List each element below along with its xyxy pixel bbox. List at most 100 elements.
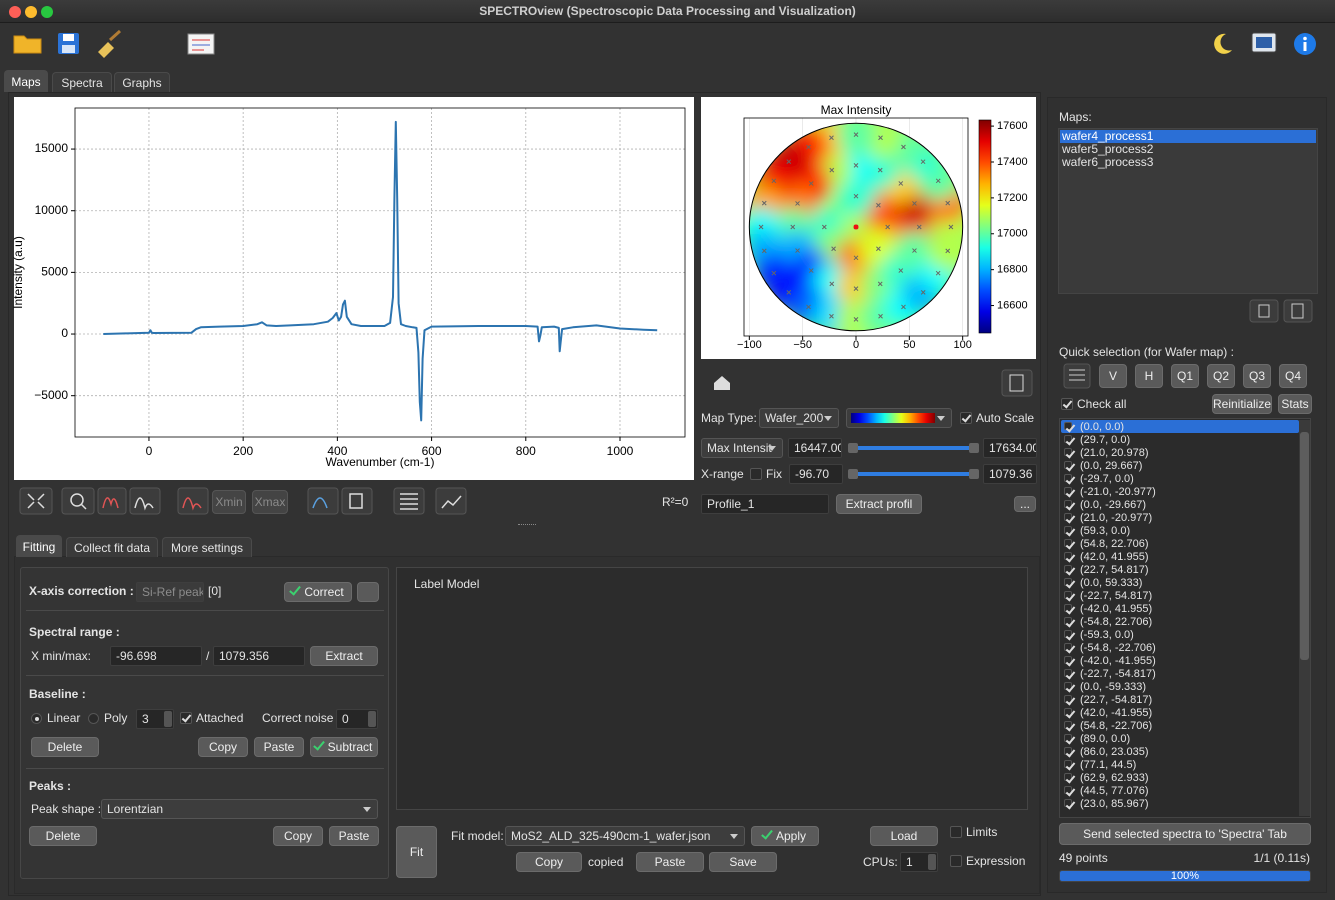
button[interactable]: Delete bbox=[29, 826, 97, 846]
button[interactable]: Stats bbox=[1278, 394, 1312, 414]
checkbox[interactable] bbox=[950, 826, 962, 838]
input[interactable]: 17634.00 bbox=[983, 438, 1037, 458]
spin-arrows[interactable] bbox=[928, 854, 936, 870]
input[interactable]: Profile_1 bbox=[701, 494, 829, 514]
point-check[interactable] bbox=[1064, 422, 1072, 430]
input[interactable]: -96.70 bbox=[789, 464, 843, 484]
point-check[interactable] bbox=[1064, 773, 1072, 781]
point-check[interactable] bbox=[1064, 526, 1072, 534]
checkbox[interactable] bbox=[180, 712, 192, 724]
clear-icon[interactable] bbox=[98, 31, 120, 58]
point-check[interactable] bbox=[1064, 513, 1072, 521]
point-check[interactable] bbox=[1064, 552, 1072, 560]
checkbox[interactable] bbox=[750, 468, 762, 480]
report-icon[interactable] bbox=[188, 34, 214, 54]
point-check[interactable] bbox=[1064, 487, 1072, 495]
point-check[interactable] bbox=[1064, 682, 1072, 690]
combo-box[interactable]: MoS2_ALD_325-490cm-1_wafer.json bbox=[505, 826, 745, 846]
button[interactable]: Reinitialize bbox=[1212, 394, 1272, 414]
point-check[interactable] bbox=[1064, 630, 1072, 638]
button[interactable]: ... bbox=[1014, 496, 1036, 512]
slider[interactable] bbox=[848, 469, 979, 479]
input[interactable]: 1079.36 bbox=[983, 464, 1037, 484]
button[interactable]: Paste bbox=[329, 826, 379, 846]
button[interactable]: Q3 bbox=[1243, 364, 1271, 388]
input[interactable]: -96.698 bbox=[110, 646, 202, 666]
point-check[interactable] bbox=[1064, 500, 1072, 508]
combo-box[interactable]: Lorentzian bbox=[101, 799, 378, 819]
undo-button[interactable] bbox=[357, 582, 379, 602]
radio[interactable] bbox=[88, 713, 99, 724]
colormap-combo[interactable] bbox=[846, 408, 952, 428]
button[interactable]: Xmin bbox=[212, 490, 246, 514]
radio[interactable] bbox=[31, 713, 42, 724]
point-check[interactable] bbox=[1064, 643, 1072, 651]
button[interactable]: Send selected spectra to 'Spectra' Tab bbox=[1059, 823, 1311, 845]
tab[interactable]: More settings bbox=[162, 537, 252, 557]
tab[interactable]: Spectra bbox=[52, 72, 112, 92]
checkbox[interactable] bbox=[950, 855, 962, 867]
open-icon[interactable] bbox=[14, 36, 41, 53]
slider[interactable] bbox=[848, 443, 979, 453]
point-check[interactable] bbox=[1064, 591, 1072, 599]
input[interactable]: 1079.356 bbox=[213, 646, 305, 666]
point-check[interactable] bbox=[1064, 539, 1072, 547]
tab[interactable]: Collect fit data bbox=[66, 537, 158, 557]
button[interactable]: Fit bbox=[396, 826, 437, 878]
button[interactable]: Q4 bbox=[1279, 364, 1307, 388]
info-icon[interactable] bbox=[1294, 33, 1316, 55]
button[interactable]: Copy bbox=[273, 826, 323, 846]
button[interactable]: Copy bbox=[516, 852, 582, 872]
point-check[interactable] bbox=[1064, 656, 1072, 664]
point-check[interactable] bbox=[1064, 721, 1072, 729]
checkbox[interactable] bbox=[960, 412, 972, 424]
point-check[interactable] bbox=[1064, 617, 1072, 625]
button[interactable]: V bbox=[1099, 364, 1127, 388]
save-icon[interactable] bbox=[58, 33, 79, 54]
input[interactable]: Si-Ref peak bbox=[136, 582, 204, 602]
button[interactable]: Subtract bbox=[310, 737, 378, 757]
button[interactable]: Apply bbox=[751, 826, 819, 846]
combo-box[interactable]: Max Intensit bbox=[701, 438, 783, 458]
button[interactable]: Save bbox=[709, 852, 777, 872]
spin-arrows[interactable] bbox=[164, 711, 172, 727]
about-icon[interactable] bbox=[1252, 33, 1276, 52]
button[interactable]: Load bbox=[870, 826, 938, 846]
point-check[interactable] bbox=[1064, 565, 1072, 573]
button[interactable]: Correct bbox=[284, 582, 352, 602]
button[interactable]: H bbox=[1135, 364, 1163, 388]
point-check[interactable] bbox=[1064, 474, 1072, 482]
input[interactable]: 16447.00 bbox=[788, 438, 842, 458]
point-check[interactable] bbox=[1064, 760, 1072, 768]
point-check[interactable] bbox=[1064, 734, 1072, 742]
point-check[interactable] bbox=[1064, 578, 1072, 586]
point-check[interactable] bbox=[1064, 708, 1072, 716]
button[interactable]: Paste bbox=[636, 852, 704, 872]
point-check[interactable] bbox=[1064, 799, 1072, 807]
point-check[interactable] bbox=[1064, 435, 1072, 443]
point-check[interactable] bbox=[1064, 448, 1072, 456]
tab[interactable]: Maps bbox=[4, 70, 48, 92]
point-check[interactable] bbox=[1064, 461, 1072, 469]
spin-arrows[interactable] bbox=[368, 711, 376, 727]
combo-box[interactable]: Wafer_200 bbox=[759, 408, 839, 428]
point-check[interactable] bbox=[1064, 695, 1072, 703]
button[interactable]: Q2 bbox=[1207, 364, 1235, 388]
button[interactable]: Delete bbox=[31, 737, 99, 757]
home-icon[interactable] bbox=[714, 376, 730, 390]
theme-icon[interactable] bbox=[1214, 34, 1232, 54]
point-check[interactable] bbox=[1064, 604, 1072, 612]
point-check[interactable] bbox=[1064, 786, 1072, 794]
point-check[interactable] bbox=[1064, 669, 1072, 677]
tab[interactable]: Fitting bbox=[16, 535, 62, 557]
checkbox[interactable] bbox=[1061, 398, 1073, 410]
button[interactable]: Extract bbox=[310, 646, 378, 666]
button[interactable]: Xmax bbox=[252, 490, 288, 514]
button[interactable]: Paste bbox=[254, 737, 304, 757]
map-item[interactable]: wafer6_process3 bbox=[1060, 156, 1316, 169]
point-check[interactable] bbox=[1064, 747, 1072, 755]
button[interactable]: Extract profil bbox=[836, 494, 922, 514]
copy-map-button[interactable] bbox=[1002, 370, 1032, 396]
button[interactable]: Copy bbox=[198, 737, 248, 757]
tab[interactable]: Graphs bbox=[114, 72, 170, 92]
